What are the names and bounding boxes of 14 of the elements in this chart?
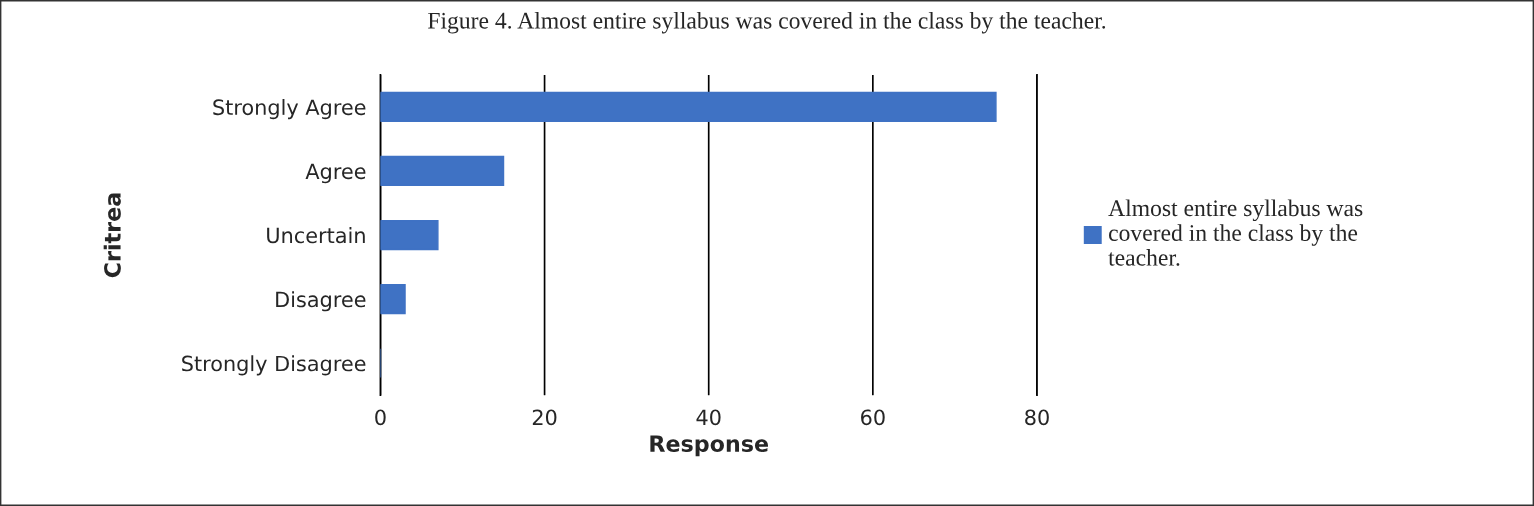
x-tick-label: 0	[375, 409, 386, 426]
chart-title: Figure 4. Almost entire syllabus was covered in the class by the teacher.	[428, 12, 1106, 34]
y-tick-label: Agree	[305, 163, 366, 184]
x-tick-label: 40	[696, 409, 721, 426]
y-tick-label: Strongly Disagree	[182, 355, 366, 376]
y-tick-label: Disagree	[276, 291, 366, 312]
y-tick-label: Strongly Agree	[213, 99, 366, 120]
x-tick-label: 20	[532, 409, 557, 426]
y-tick-label: Uncertain	[267, 227, 365, 244]
x-axis-title: Response	[650, 435, 768, 457]
x-tick-label: 60	[861, 409, 885, 426]
x-tick-label: 80	[1025, 409, 1049, 426]
y-axis-title: Critrea	[103, 193, 121, 278]
legend-label: Almost entire syllabus was covered in the class by the teacher.	[1108, 199, 1363, 266]
